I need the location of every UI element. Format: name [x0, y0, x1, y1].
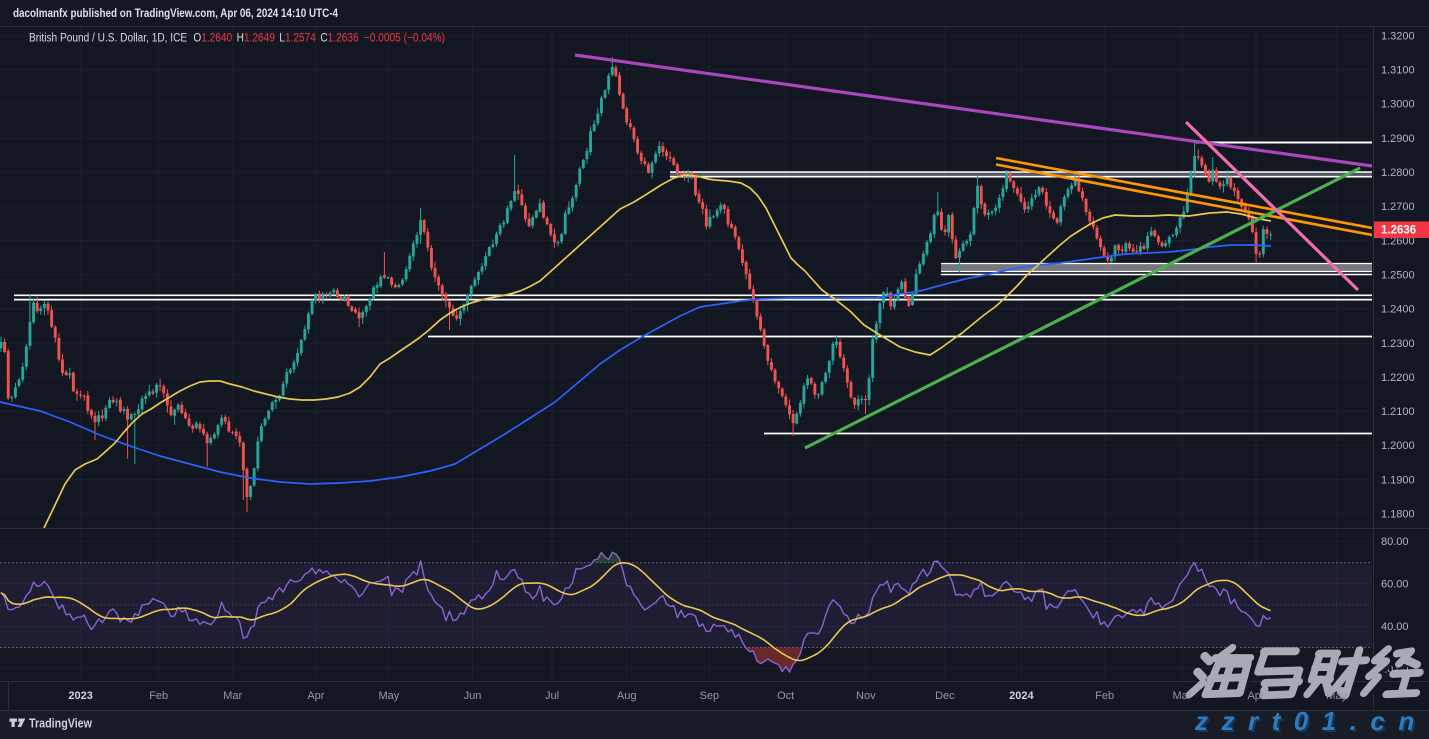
- svg-text:Mar: Mar: [223, 690, 242, 702]
- svg-text:80.00: 80.00: [1381, 536, 1409, 548]
- svg-text:British Pound / U.S. Dollar, 1: British Pound / U.S. Dollar, 1D, ICEO1.2…: [29, 33, 445, 45]
- svg-text:1.2800: 1.2800: [1381, 167, 1415, 179]
- svg-text:Aug: Aug: [617, 690, 637, 702]
- svg-text:May: May: [1326, 690, 1347, 702]
- svg-text:1.2700: 1.2700: [1381, 201, 1415, 213]
- svg-text:1.2100: 1.2100: [1381, 406, 1415, 418]
- svg-text:Feb: Feb: [1095, 690, 1114, 702]
- svg-text:1.3200: 1.3200: [1381, 30, 1415, 42]
- svg-text:Jul: Jul: [545, 690, 559, 702]
- svg-text:1.2636: 1.2636: [1381, 225, 1416, 237]
- svg-text:dacolmanfx published on Tradin: dacolmanfx published on TradingView.com,…: [13, 6, 338, 20]
- svg-text:Dec: Dec: [935, 690, 955, 702]
- svg-text:1.1800: 1.1800: [1381, 509, 1415, 521]
- svg-text:Jun: Jun: [464, 690, 482, 702]
- svg-text:zzrt01.cn: zzrt01.cn: [1194, 706, 1428, 736]
- svg-text:40.00: 40.00: [1381, 621, 1409, 633]
- svg-text:Apr: Apr: [1247, 690, 1264, 702]
- svg-text:1.2500: 1.2500: [1381, 270, 1415, 282]
- svg-text:Apr: Apr: [307, 690, 324, 702]
- svg-text:Mar: Mar: [1173, 690, 1192, 702]
- svg-text:1.1900: 1.1900: [1381, 474, 1415, 486]
- svg-text:1.2000: 1.2000: [1381, 440, 1415, 452]
- svg-text:1.3000: 1.3000: [1381, 99, 1415, 111]
- svg-text:Nov: Nov: [856, 690, 876, 702]
- svg-text:zzrt01.cn: zzrt01.cn: [1196, 708, 1429, 738]
- svg-text:60.00: 60.00: [1381, 578, 1409, 590]
- svg-text:1.3100: 1.3100: [1381, 65, 1415, 77]
- svg-text:1.2600: 1.2600: [1381, 235, 1415, 247]
- svg-text:Oct: Oct: [777, 690, 794, 702]
- svg-text:May: May: [379, 690, 400, 702]
- svg-text:Sep: Sep: [700, 690, 720, 702]
- svg-text:1.2400: 1.2400: [1381, 304, 1415, 316]
- svg-text:2024: 2024: [1009, 690, 1034, 702]
- svg-text:TradingView: TradingView: [29, 716, 93, 731]
- svg-text:1.2200: 1.2200: [1381, 372, 1415, 384]
- svg-text:1.2900: 1.2900: [1381, 133, 1415, 145]
- svg-text:Feb: Feb: [149, 690, 168, 702]
- svg-text:1.2300: 1.2300: [1381, 338, 1415, 350]
- svg-text:2023: 2023: [68, 690, 92, 702]
